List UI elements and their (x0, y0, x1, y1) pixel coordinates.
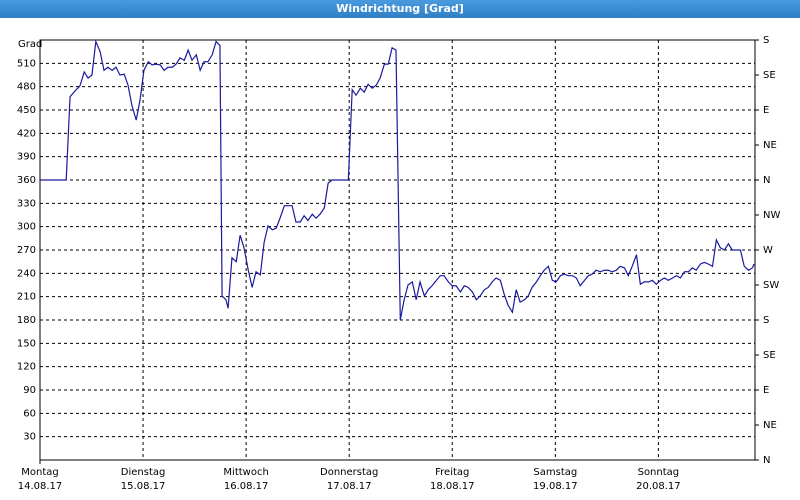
x-tick-label: Freitag 18.08.17 (429, 467, 475, 492)
y-tick-label: 510 (17, 58, 36, 69)
y-tick-label: 450 (17, 105, 36, 116)
x-tick-label: Donnerstag 17.08.17 (320, 467, 379, 492)
y2-tick-label: E (763, 105, 769, 116)
y-tick-label: 360 (17, 175, 36, 186)
y-tick-label: 120 (17, 362, 36, 373)
y2-tick-label: SW (763, 280, 779, 291)
y2-tick-label: S (763, 315, 769, 326)
y2-tick-label: N (763, 175, 770, 186)
y-tick-label: 150 (17, 338, 36, 349)
y2-tick-label: SE (763, 350, 776, 361)
y2-tick-label: NE (763, 420, 777, 431)
y-tick-label: 330 (17, 198, 36, 209)
x-tick-label: Mittwoch 16.08.17 (223, 467, 269, 492)
y-tick-label: 30 (23, 432, 36, 443)
y-tick-label: 420 (17, 128, 36, 139)
x-tick-label: Dienstag 15.08.17 (120, 467, 166, 492)
x-tick-label: Montag 14.08.17 (17, 467, 63, 492)
y2-tick-label: SE (763, 70, 776, 81)
y2-tick-label: E (763, 385, 769, 396)
y-tick-label: 180 (17, 315, 36, 326)
y2-tick-label: W (763, 245, 773, 256)
y-tick-label: 90 (23, 385, 36, 396)
x-tick-label: Sonntag 20.08.17 (636, 467, 681, 492)
title-bar: Windrichtung [Grad] (0, 0, 800, 18)
y-axis-label: Grad (18, 39, 42, 50)
y2-tick-label: NE (763, 140, 777, 151)
data-line (40, 39, 755, 321)
y-tick-label: 300 (17, 222, 36, 233)
y-tick-label: 480 (17, 82, 36, 93)
y-tick-label: 390 (17, 152, 36, 163)
plot-frame (39, 39, 756, 461)
y-tick-label: 60 (23, 408, 36, 419)
y2-tick-label: NW (763, 210, 780, 221)
y2-tick-label: S (763, 35, 769, 46)
y-tick-label: 270 (17, 245, 36, 256)
x-tick-label: Samstag 19.08.17 (533, 467, 578, 492)
y-tick-label: 210 (17, 292, 36, 303)
y-tick-label: 240 (17, 268, 36, 279)
y2-tick-label: N (763, 455, 770, 466)
